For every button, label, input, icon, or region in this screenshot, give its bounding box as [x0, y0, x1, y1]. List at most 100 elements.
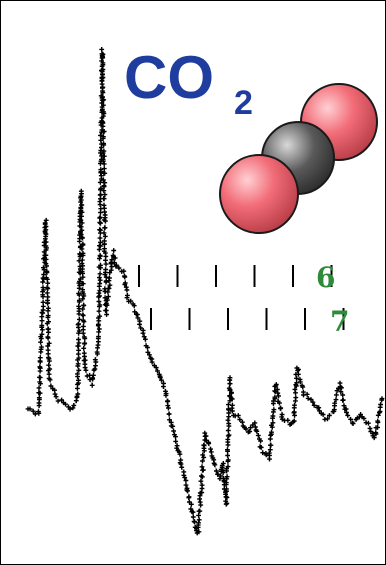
spectrum-point	[268, 442, 274, 448]
spectrum-point	[255, 433, 261, 438]
spectrum-point	[103, 261, 109, 267]
spectrum-point	[76, 347, 81, 353]
spectrum-point	[227, 387, 233, 393]
spectrum-point	[100, 123, 106, 129]
spectrum-point	[76, 303, 82, 309]
spectrum-point	[43, 217, 49, 223]
spectrum-point	[199, 464, 205, 470]
spectrum-point	[107, 282, 113, 288]
spectrum-point	[252, 420, 258, 426]
spectrum-point	[94, 349, 100, 355]
spectrum-point	[98, 186, 104, 191]
spectrum-point	[304, 391, 310, 397]
spectrum-point	[138, 325, 144, 331]
spectrum-point	[40, 285, 46, 290]
spectrum-point	[90, 375, 95, 381]
spectrum-point	[270, 420, 276, 426]
spectrum-point	[98, 262, 103, 268]
spectrum-point	[112, 255, 118, 261]
spectrum-point	[71, 403, 77, 408]
spectrum-point	[308, 397, 314, 402]
spectrum-point	[101, 166, 107, 171]
spectrum-point	[81, 345, 87, 351]
spectrum-point	[55, 398, 61, 404]
spectrum-point	[272, 394, 278, 400]
spectrum-point	[96, 290, 102, 296]
spectrum-point	[333, 397, 339, 402]
spectrum-point	[192, 519, 197, 525]
spectrum-point	[377, 409, 383, 414]
spectrum-point	[100, 106, 105, 112]
spectrum-point	[305, 396, 311, 401]
spectrum-point	[225, 453, 230, 458]
spectrum-point	[81, 319, 87, 325]
spectrum-point	[224, 474, 230, 480]
spectrum-point	[275, 390, 281, 396]
spectrum-point	[196, 513, 201, 518]
spectrum-point	[100, 158, 106, 164]
spectrum-point	[40, 304, 46, 309]
spectrum-point	[96, 299, 102, 304]
spectrum-point	[100, 60, 106, 66]
spectrum-point	[100, 90, 106, 95]
spectrum-point	[80, 330, 86, 336]
spectrum-point	[272, 388, 278, 394]
spectrum-point	[102, 234, 108, 239]
spectrum-point	[248, 425, 253, 431]
spectrum-point	[165, 398, 171, 404]
spectrum-point	[153, 365, 159, 370]
spectrum-point	[194, 528, 199, 533]
spectrum-point	[100, 84, 106, 90]
spectrum-point	[201, 442, 207, 448]
spectrum-point	[99, 78, 105, 84]
spectrum-point	[97, 220, 103, 225]
spectrum-point	[141, 334, 147, 340]
spectrum-point	[37, 364, 43, 370]
spectrum-point	[269, 422, 274, 428]
spectrum-point	[83, 367, 89, 373]
spectrum-point	[258, 445, 264, 450]
spectrum-point	[44, 270, 50, 275]
spectrum-point	[229, 390, 234, 395]
spectrum-point	[63, 401, 68, 407]
spectrum-point	[79, 202, 85, 208]
spectrum-point	[224, 500, 230, 506]
spectrum-point	[140, 330, 146, 336]
spectrum-point	[79, 220, 85, 226]
spectrum-point	[82, 341, 87, 347]
spectrum-point	[42, 236, 48, 242]
spectrum-point	[78, 197, 84, 203]
spectrum-point	[46, 371, 52, 377]
spectrum-point	[375, 425, 380, 430]
spectrum-point	[198, 478, 204, 484]
spectrum-point	[132, 309, 138, 315]
spectrum-point	[218, 473, 223, 479]
spectrum-point	[45, 315, 51, 320]
spectrum-point	[371, 435, 377, 441]
spectrum-point	[97, 253, 103, 258]
spectrum-point	[296, 371, 301, 377]
spectrum-point	[44, 263, 49, 269]
spectrum-point	[103, 218, 108, 224]
spectrum-point	[97, 288, 103, 293]
spectrum-point	[102, 272, 108, 277]
spectrum-point	[143, 336, 148, 342]
spectrum-trace	[25, 47, 385, 536]
spectrum-point	[202, 430, 208, 436]
spectrum-point	[145, 345, 150, 350]
spectrum-point	[45, 308, 51, 314]
spectrum-point	[76, 291, 81, 296]
spectrum-point	[224, 486, 229, 492]
spectrum-point	[203, 433, 209, 439]
spectrum-point	[225, 464, 231, 469]
spectrum-point	[297, 379, 303, 385]
spectrum-point	[237, 417, 243, 422]
spectrum-point	[334, 392, 339, 398]
spectrum-point	[200, 458, 205, 464]
spectrum-point	[92, 357, 98, 363]
spectrum-point	[189, 501, 194, 507]
spectrum-point	[101, 97, 107, 103]
spectrum-point	[75, 391, 81, 397]
spectrum-point	[89, 382, 95, 388]
